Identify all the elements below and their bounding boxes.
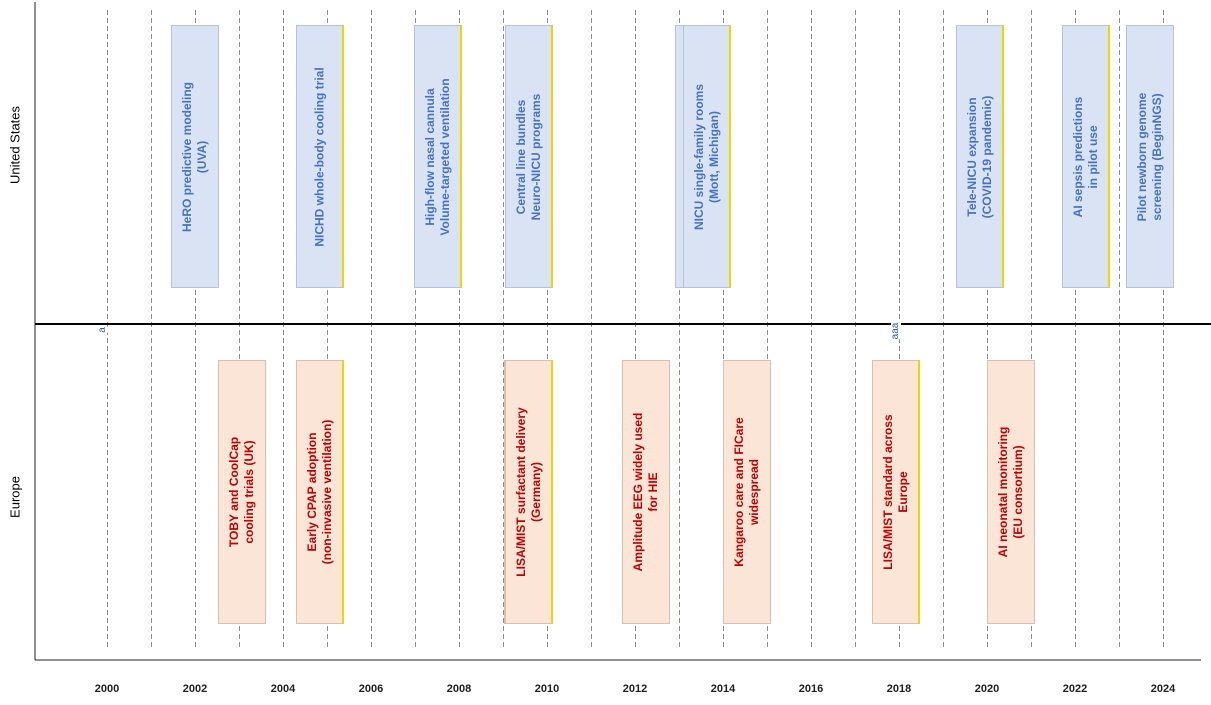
x-tick-label: 2008 xyxy=(446,683,472,695)
x-tick-label: 2000 xyxy=(94,683,120,695)
axis-marker-a: a xyxy=(97,327,108,333)
event-label: NICU single-family rooms (Mott, Michigan… xyxy=(691,83,721,230)
europe-event-box: AI neonatal monitoring (EU consortium) xyxy=(987,360,1035,624)
event-label: Tele-NICU expansion (COVID-19 pandemic) xyxy=(964,95,994,218)
x-tick-label: 2014 xyxy=(710,683,736,695)
event-label: TOBY and CoolCap cooling trials (UK) xyxy=(227,436,256,548)
event-label: LISA/MIST surfactant delivery (Germany) xyxy=(513,407,543,577)
us-event-box: NICU single-family rooms (Mott, Michigan… xyxy=(683,25,731,288)
europe-event-box: Kangaroo care and FICare widespread xyxy=(723,360,771,624)
us-event-box: HeRO predictive modeling (UVA) xyxy=(171,25,219,288)
us-event-box: NICHD whole-body cooling trial xyxy=(296,25,344,288)
x-tick-label: 2022 xyxy=(1062,683,1088,695)
event-label: HeRO predictive modeling (UVA) xyxy=(180,81,209,232)
x-tick-label: 2016 xyxy=(798,683,824,695)
gridlines xyxy=(107,10,1164,650)
event-label: LISA/MIST standard across Europe xyxy=(880,414,910,570)
x-tick-label: 2004 xyxy=(270,683,296,695)
event-label: Pilot newborn genome screening (BeginNGS… xyxy=(1135,92,1164,221)
event-label: NICHD whole-body cooling trial xyxy=(312,66,326,247)
x-tick-label: 2002 xyxy=(182,683,208,695)
row-label-us: United States xyxy=(7,105,23,185)
us-event-box: High-flow nasal cannula Volume-targeted … xyxy=(414,25,462,288)
us-event-box: Tele-NICU expansion (COVID-19 pandemic) xyxy=(956,25,1004,288)
event-label: AI neonatal monitoring (EU consortium) xyxy=(996,426,1025,558)
us-event-box: Pilot newborn genome screening (BeginNGS… xyxy=(1126,25,1174,288)
event-label: Kangaroo care and FICare widespread xyxy=(732,417,761,567)
x-tick-label: 2010 xyxy=(534,683,560,695)
europe-event-box: TOBY and CoolCap cooling trials (UK) xyxy=(218,360,266,624)
x-tick-label: 2006 xyxy=(358,683,384,695)
axis-marker-aaa: aaa xyxy=(890,322,901,340)
us-event-box: Central line bundles Neuro-NICU programs xyxy=(505,25,553,288)
europe-event-box: Early CPAP adoption (non-invasive ventil… xyxy=(296,360,344,624)
event-label: Amplitude EEG widely used for HIE xyxy=(631,412,660,572)
event-label: Central line bundles Neuro-NICU programs xyxy=(513,93,543,220)
x-tick-label: 2020 xyxy=(974,683,1000,695)
event-label: Early CPAP adoption (non-invasive ventil… xyxy=(304,419,334,565)
x-tick-label: 2012 xyxy=(622,683,648,695)
europe-event-box: LISA/MIST surfactant delivery (Germany) xyxy=(505,360,553,624)
event-label: High-flow nasal cannula Volume-targeted … xyxy=(422,77,452,236)
x-tick-label: 2024 xyxy=(1150,683,1176,695)
row-label-europe: Europe xyxy=(7,476,23,518)
europe-event-box: Amplitude EEG widely used for HIE xyxy=(622,360,670,624)
x-tick-label: 2018 xyxy=(886,683,912,695)
europe-event-box: LISA/MIST standard across Europe xyxy=(872,360,920,624)
event-label: AI sepsis predictions in pilot use xyxy=(1070,96,1100,217)
us-event-box: AI sepsis predictions in pilot use xyxy=(1062,25,1110,288)
